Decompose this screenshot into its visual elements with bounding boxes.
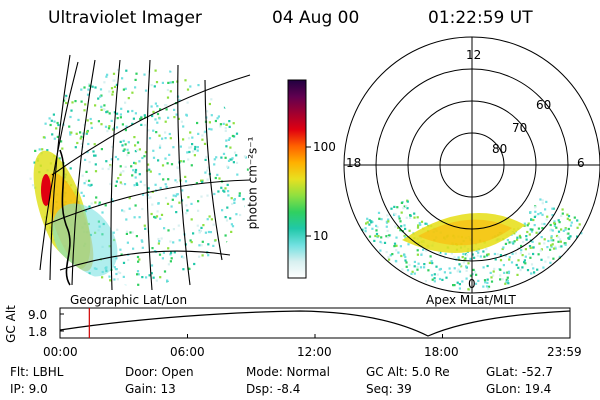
mlt-label-18: 18 [346,156,362,170]
mlt-label-6: 6 [577,156,585,170]
gain-value: Gain: 13 [125,382,176,396]
time-label: 01:22:59 UT [428,8,533,28]
lat-label-70: 70 [512,121,528,135]
mlt-label-0: 0 [468,277,476,291]
colorbar-tick-10: 10 [313,229,329,243]
time-tick-0000: 00:00 [43,345,78,359]
apex-panel-label: Apex MLat/MLT [426,293,516,307]
colorbar-tick-100: 100 [313,140,336,154]
time-tick-1200: 12:00 [297,345,332,359]
colorbar [287,79,307,279]
time-tick-0600: 06:00 [170,345,205,359]
aurora-peak [41,174,51,206]
glat-value: GLat: -52.7 [486,365,553,379]
geo-panel-label: Geographic Lat/Lon [70,293,188,307]
glon-value: GLon: 19.4 [486,382,552,396]
altitude-plot [59,307,571,339]
altitude-axis-label: GC Alt [3,305,18,343]
time-tick-2359: 23:59 [547,345,582,359]
time-tick-1800: 18:00 [424,345,459,359]
gc-alt-value: GC Alt: 5.0 Re [366,365,450,379]
door-value: Door: Open [125,365,194,379]
lat-label-80: 80 [492,142,508,156]
dsp-value: Dsp: -8.4 [246,382,301,396]
apex-polar-plot [343,36,600,294]
mlt-label-12: 12 [466,48,482,62]
mode-value: Mode: Normal [246,365,330,379]
geographic-image [29,54,251,291]
ip-value: IP: 9.0 [10,382,48,396]
date-label: 04 Aug 00 [272,8,360,28]
alt-tick-9: 9.0 [28,308,48,322]
apex-grid [343,36,600,294]
colorbar-unit-label: photon cm⁻²s⁻¹ [245,136,260,230]
filter-value: Flt: LBHL [10,365,64,379]
instrument-title: Ultraviolet Imager [48,8,202,28]
alt-tick-1-8: 1.8 [28,325,48,339]
seq-value: Seq: 39 [366,382,412,396]
altitude-curve [59,310,571,337]
lat-label-60: 60 [536,98,552,112]
geo-graticule [39,54,251,291]
